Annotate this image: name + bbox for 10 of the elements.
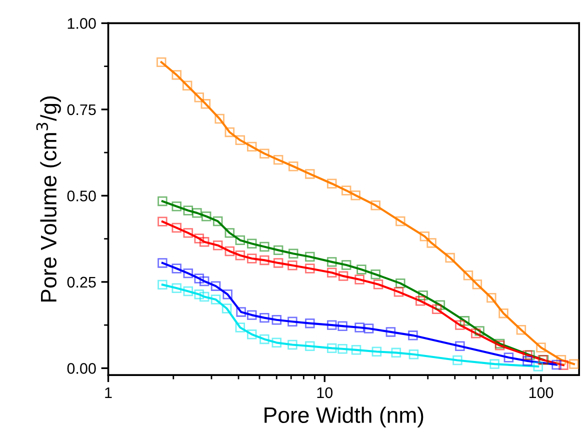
y-tick-label: 0.50 [67, 190, 96, 202]
x-tick-label: 10 [317, 387, 333, 398]
x-tick-label: 100 [529, 387, 554, 398]
y-tick-label: 0.00 [67, 363, 96, 374]
x-axis-title: Pore Width (nm) [264, 406, 424, 428]
y-tick-label: 1.00 [68, 18, 96, 29]
y-tick-label: 0.75 [67, 104, 96, 116]
x-tick-label: 1 [105, 387, 112, 398]
y-axis-title: Pore Volume (cm$^{3}$/g) [36, 96, 61, 302]
y-tick-label: 0.25 [67, 276, 96, 288]
